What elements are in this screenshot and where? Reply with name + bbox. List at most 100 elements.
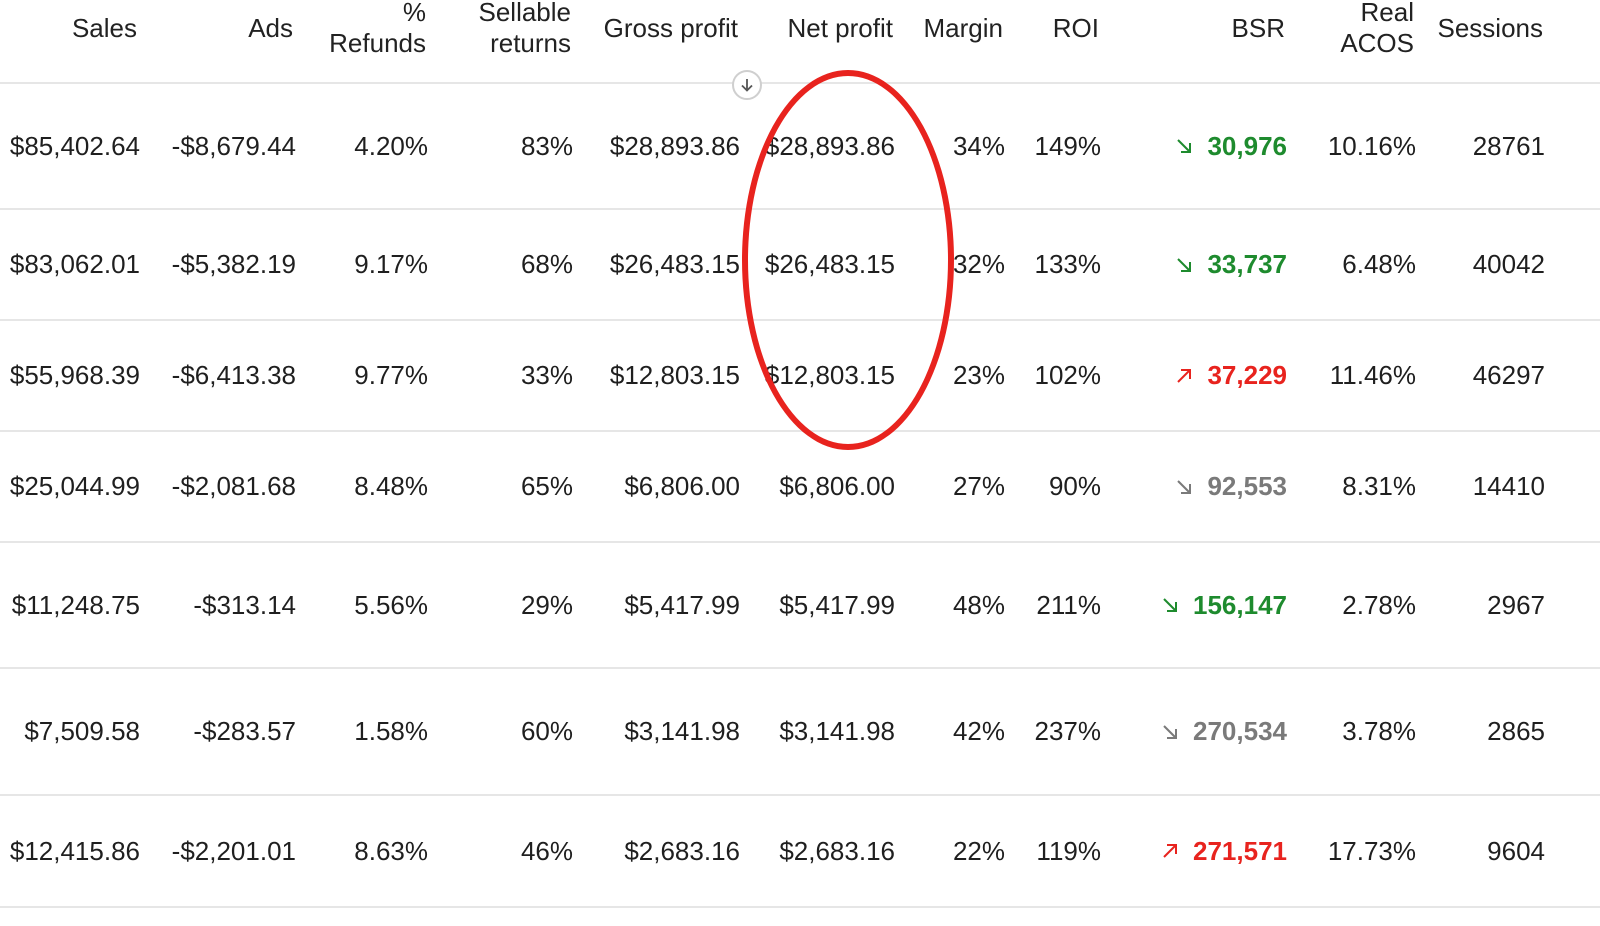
column-header-label: returns — [490, 28, 571, 58]
sessions-cell: 9604 — [1487, 835, 1545, 866]
real-acos-cell: 6.48% — [1342, 249, 1416, 279]
ads-cell: -$2,081.68 — [171, 471, 296, 501]
gross-profit-cell: $28,893.86 — [609, 130, 740, 161]
column-header-label: Ads — [248, 12, 293, 43]
column-header-sales[interactable]: Sales — [72, 0, 137, 70]
net-profit-cell: $28,893.86 — [764, 130, 895, 161]
refunds-cell: 4.20% — [354, 130, 428, 161]
sales-cell: $85,402.64 — [9, 130, 140, 161]
ads-cell: -$5,382.19 — [171, 249, 296, 279]
column-header-sessions[interactable]: Sessions — [1438, 0, 1544, 70]
arrow-down-icon-glyph — [741, 79, 753, 92]
bsr-value: 270,534 — [1193, 716, 1287, 746]
column-header-net-profit[interactable]: Net profit — [788, 0, 894, 70]
margin-cell: 27% — [952, 471, 1005, 501]
gross-profit-cell: $12,803.15 — [609, 360, 740, 390]
ads-cell: -$283.57 — [193, 716, 296, 746]
sales-cell: $83,062.01 — [9, 249, 140, 279]
net-profit-cell: $26,483.15 — [764, 249, 895, 279]
bsr-cell: 92,553 — [1175, 432, 1287, 541]
trend-down-arrow-icon — [1175, 256, 1193, 274]
column-header-ads[interactable]: Ads — [248, 0, 293, 70]
table-header: Sales Ads% Refunds Sellable returns Gross pro… — [0, 0, 1600, 84]
gross-profit-cell: $5,417.99 — [624, 589, 740, 620]
trend-down-arrow-icon — [1175, 137, 1193, 155]
roi-cell: 133% — [1034, 249, 1102, 279]
bsr-value: 156,147 — [1193, 589, 1287, 620]
column-header-label: Sales — [71, 12, 137, 43]
roi-cell: 211% — [1036, 589, 1101, 620]
net-profit-cell: $6,806.00 — [779, 471, 895, 501]
column-header-label: ACOS — [1340, 28, 1414, 58]
sellable-returns-cell: 83% — [520, 130, 573, 161]
sellable-returns-cell: 65% — [520, 471, 573, 501]
column-header-label: Sellable — [478, 0, 571, 27]
table-row[interactable]: $7,509.58 -$283.57 1.58% 60% $3,141.98 $3,141… — [0, 669, 1600, 796]
column-header-real-acos[interactable]: Real ACOS — [1340, 0, 1414, 70]
bsr-cell: 37,229 — [1175, 321, 1287, 430]
refunds-cell: 9.17% — [354, 249, 428, 279]
net-profit-cell: $12,803.15 — [764, 360, 895, 390]
column-header-refunds[interactable]: % Refunds — [329, 0, 426, 70]
bsr-cell: 33,737 — [1175, 210, 1287, 319]
refunds-cell: 1.58% — [354, 716, 428, 746]
margin-cell: 32% — [952, 249, 1005, 279]
bsr-value: 37,229 — [1207, 360, 1287, 390]
margin-cell: 22% — [952, 835, 1005, 866]
column-header-label: % — [402, 0, 426, 27]
table-row[interactable]: $85,402.64 -$8,679.44 4.20% 83% $28,893.86 $2… — [0, 84, 1600, 210]
bsr-cell: 156,147 — [1161, 543, 1287, 667]
sellable-returns-cell: 60% — [520, 716, 573, 746]
roi-cell: 119% — [1036, 835, 1101, 866]
real-acos-cell: 2.78% — [1342, 589, 1416, 620]
net-profit-cell: $5,417.99 — [779, 589, 895, 620]
column-header-bsr[interactable]: BSR — [1232, 0, 1285, 70]
sessions-cell: 14410 — [1472, 471, 1545, 501]
table-row[interactable]: $55,968.39 -$6,413.38 9.77% 33% $12,803.15 $1… — [0, 321, 1600, 432]
bsr-cell: 270,534 — [1161, 669, 1287, 794]
bsr-cell: 30,976 — [1175, 84, 1287, 208]
column-header-label: Refunds — [329, 28, 426, 58]
real-acos-cell: 8.31% — [1342, 471, 1416, 501]
table-row[interactable]: $25,044.99 -$2,081.68 8.48% 65% $6,806.00 $6,… — [0, 432, 1600, 543]
real-acos-cell: 3.78% — [1342, 716, 1416, 746]
column-header-roi[interactable]: ROI — [1053, 0, 1099, 70]
sellable-returns-cell: 33% — [520, 360, 573, 390]
real-acos-cell: 10.16% — [1327, 130, 1416, 161]
column-header-margin[interactable]: Margin — [924, 0, 1003, 70]
gross-profit-cell: $2,683.16 — [624, 835, 740, 866]
column-header-label: Gross profit — [603, 12, 738, 43]
bsr-value: 33,737 — [1207, 249, 1287, 279]
ads-cell: -$2,201.01 — [171, 835, 296, 866]
refunds-cell: 5.56% — [354, 589, 428, 620]
sessions-cell: 28761 — [1472, 130, 1545, 161]
margin-cell: 23% — [952, 360, 1005, 390]
roi-cell: 149% — [1034, 130, 1102, 161]
arrow-down-icon[interactable] — [732, 70, 762, 100]
margin-cell: 48% — [952, 589, 1005, 620]
real-acos-cell: 11.46% — [1329, 360, 1416, 390]
real-acos-cell: 17.73% — [1327, 835, 1416, 866]
margin-cell: 34% — [952, 130, 1005, 161]
gross-profit-cell: $3,141.98 — [624, 716, 740, 746]
bsr-value: 92,553 — [1207, 471, 1287, 501]
column-header-label: Sessions — [1437, 12, 1544, 43]
sessions-cell: 2865 — [1487, 716, 1545, 746]
column-header-gross-profit[interactable]: Gross profit — [604, 0, 738, 70]
table-row[interactable]: $11,248.75 -$313.14 5.56% 29% $5,417.99 $5,41… — [0, 543, 1600, 669]
sales-cell: $11,248.75 — [11, 589, 140, 620]
sales-cell: $25,044.99 — [9, 471, 140, 501]
trend-down-arrow-icon — [1161, 723, 1179, 741]
sellable-returns-cell: 68% — [520, 249, 573, 279]
table-row[interactable]: $83,062.01 -$5,382.19 9.17% 68% $26,483.15 $2… — [0, 210, 1600, 321]
trend-up-arrow-icon — [1161, 842, 1179, 860]
sellable-returns-cell: 29% — [520, 589, 573, 620]
sessions-cell: 46297 — [1472, 360, 1545, 390]
net-profit-cell: $2,683.16 — [779, 835, 895, 866]
trend-down-arrow-icon — [1175, 478, 1193, 496]
table-row[interactable]: $12,415.86 -$2,201.01 8.63% 46% $2,683.16 $2,… — [0, 796, 1600, 908]
column-header-sellable-returns[interactable]: Sellable returns — [478, 0, 571, 70]
roi-cell: 102% — [1034, 360, 1102, 390]
refunds-cell: 8.63% — [354, 835, 428, 866]
margin-cell: 42% — [952, 716, 1005, 746]
